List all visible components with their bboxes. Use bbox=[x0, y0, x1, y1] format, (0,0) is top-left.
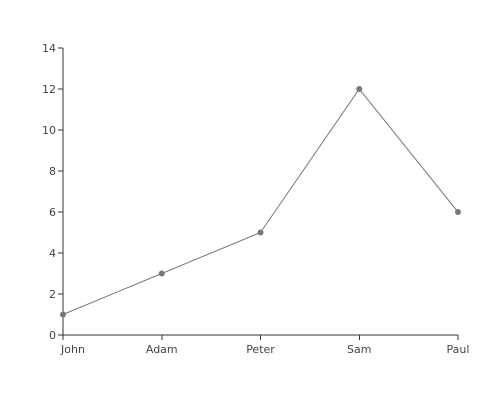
y-ticks: 0 2 4 6 8 10 12 14 bbox=[42, 42, 63, 342]
x-tick-label: Sam bbox=[347, 343, 371, 356]
y-tick-label: 10 bbox=[42, 124, 56, 137]
x-ticks: John Adam Peter Sam Paul bbox=[60, 335, 469, 356]
y-tick-label: 4 bbox=[49, 247, 56, 260]
y-tick-label: 12 bbox=[42, 83, 56, 96]
data-point[interactable] bbox=[455, 209, 461, 215]
x-tick-label: Paul bbox=[447, 343, 470, 356]
data-point[interactable] bbox=[60, 312, 66, 318]
y-tick-label: 14 bbox=[42, 42, 56, 55]
series-line bbox=[63, 89, 458, 315]
data-point[interactable] bbox=[356, 86, 362, 92]
y-axis: 0 2 4 6 8 10 12 14 bbox=[42, 42, 63, 342]
y-tick-label: 6 bbox=[49, 206, 56, 219]
data-point[interactable] bbox=[159, 271, 165, 277]
x-tick-label: Adam bbox=[146, 343, 178, 356]
x-axis: John Adam Peter Sam Paul bbox=[60, 335, 469, 356]
y-tick-label: 0 bbox=[49, 329, 56, 342]
x-tick-label: John bbox=[60, 343, 85, 356]
data-point[interactable] bbox=[258, 230, 264, 236]
x-tick-label: Peter bbox=[246, 343, 275, 356]
y-tick-label: 8 bbox=[49, 165, 56, 178]
y-tick-label: 2 bbox=[49, 288, 56, 301]
series-group bbox=[60, 86, 461, 318]
